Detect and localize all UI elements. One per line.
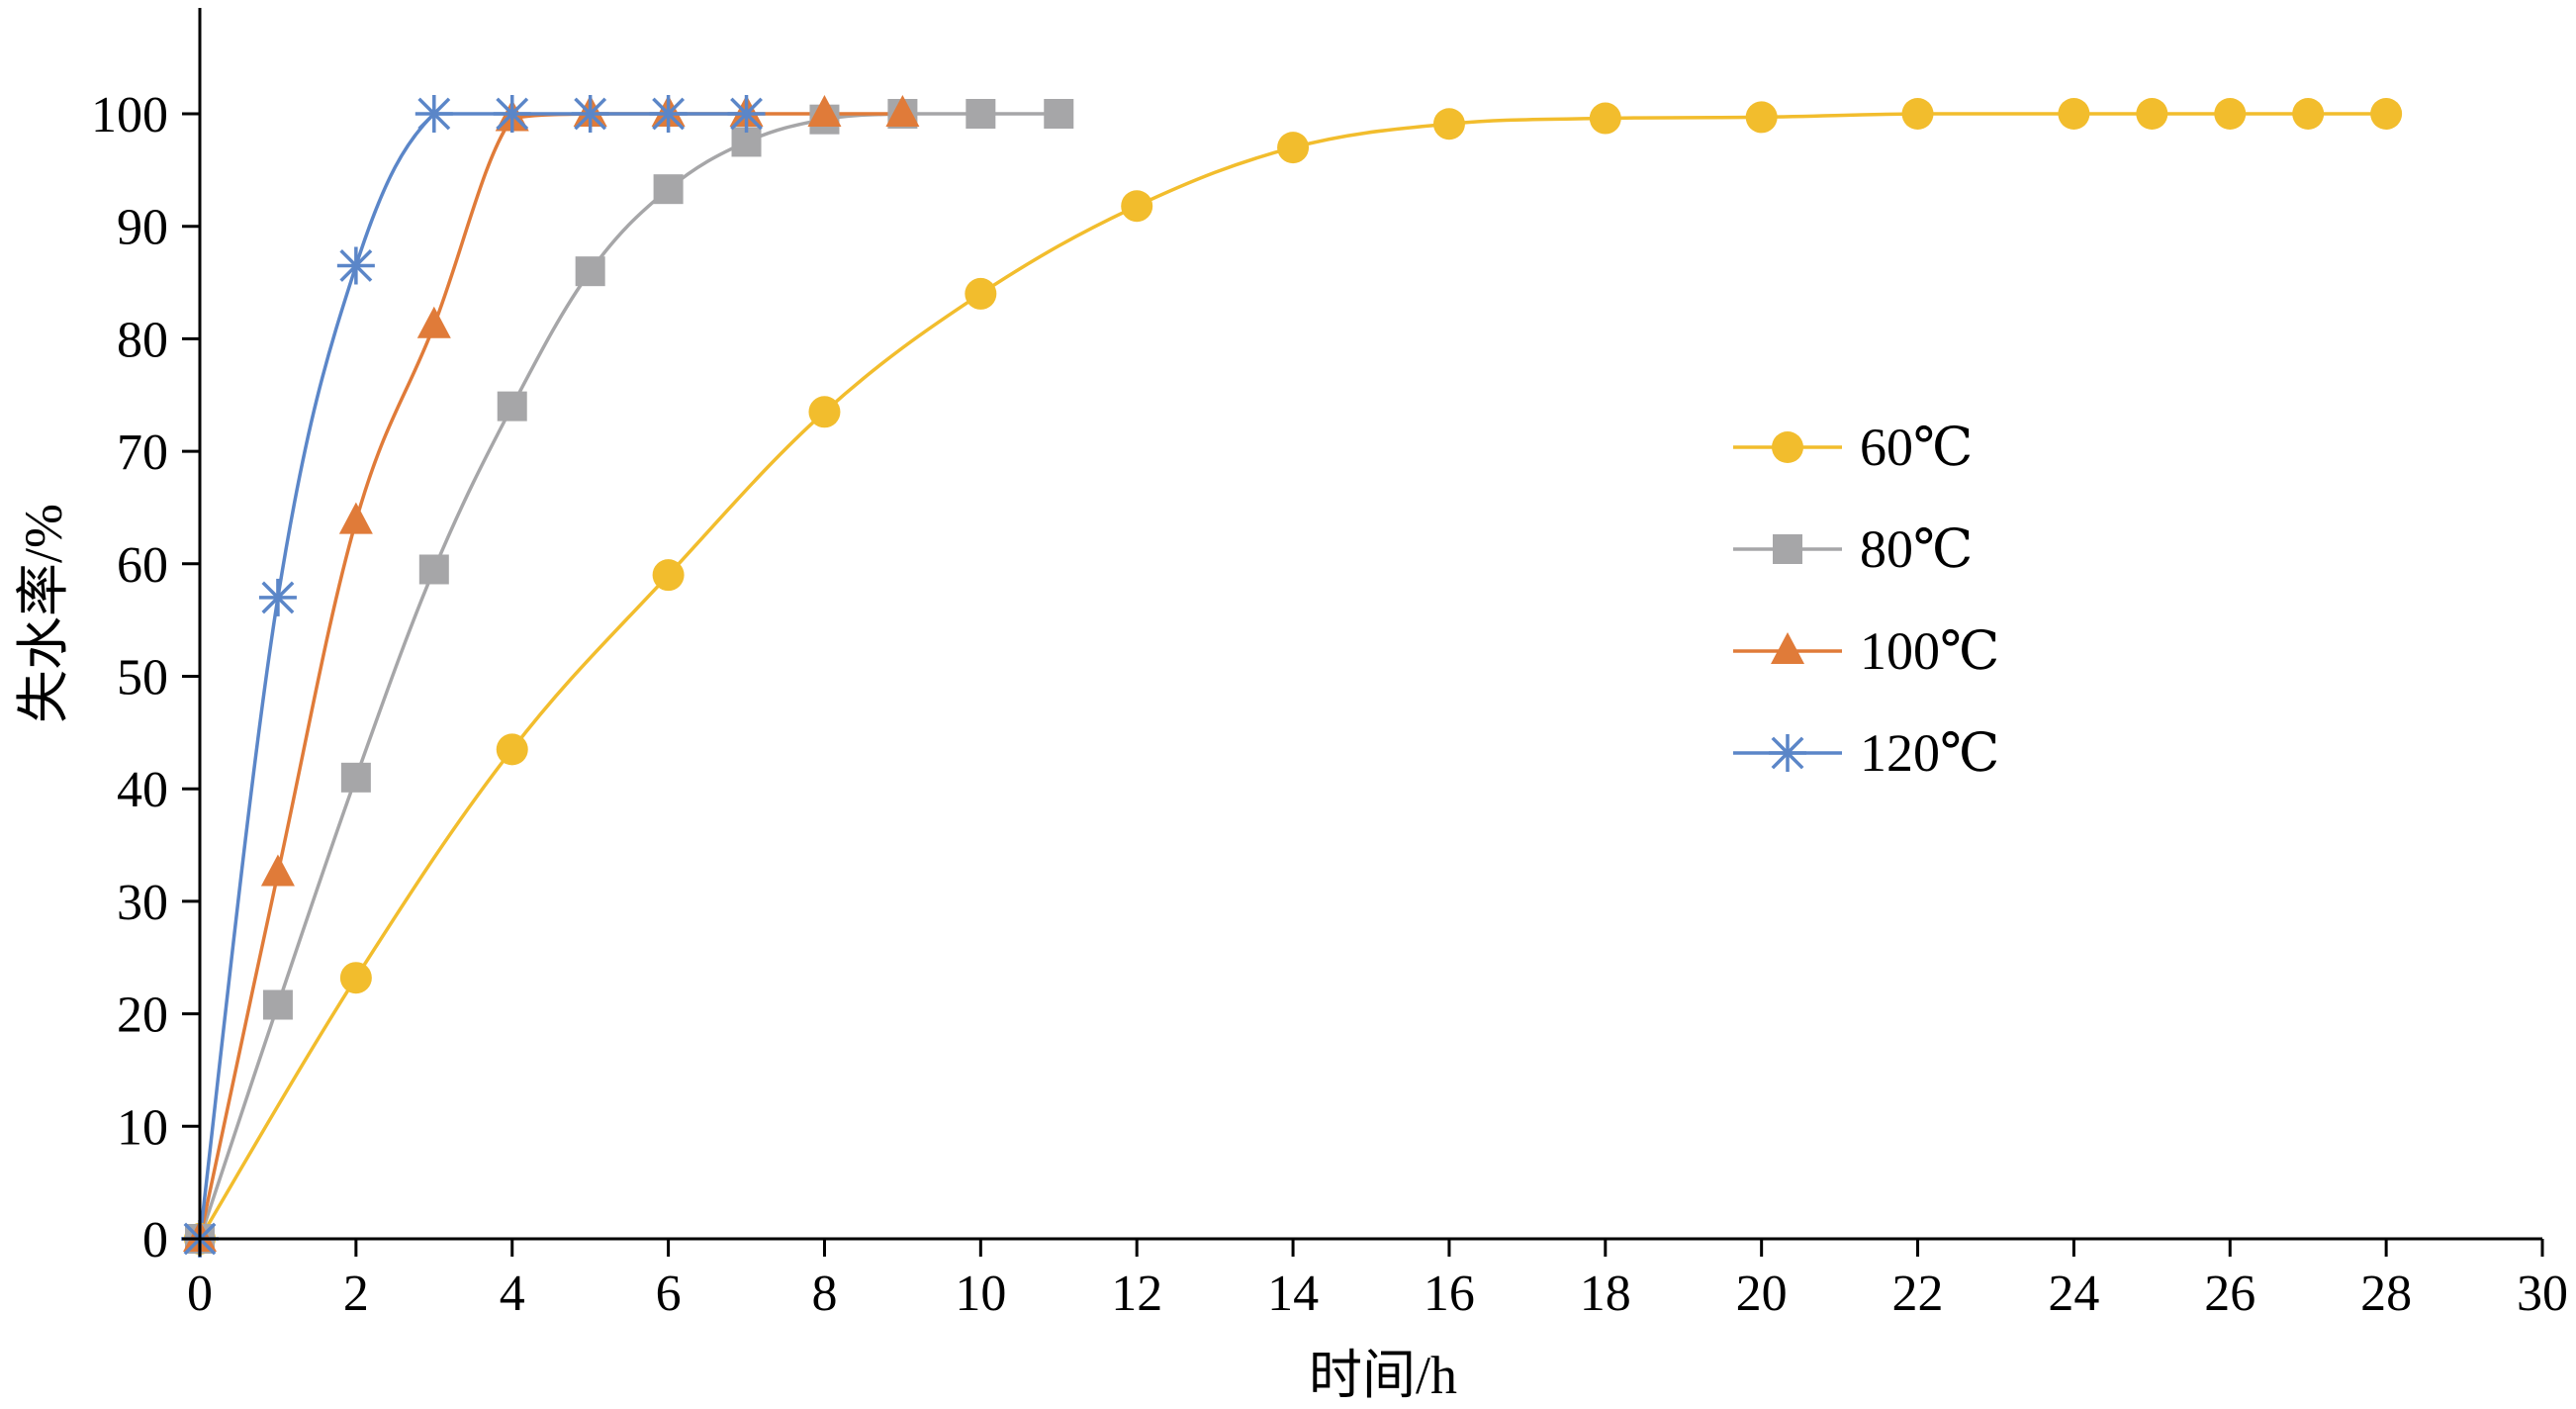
data-point-s3-4 xyxy=(493,95,531,133)
data-point-s2-9 xyxy=(885,95,920,127)
series-line-2 xyxy=(198,112,903,1240)
data-point-s1-10 xyxy=(966,99,996,129)
legend-label-2: 100℃ xyxy=(1860,621,1999,681)
data-point-s2-1 xyxy=(260,854,295,887)
x-tick-label: 18 xyxy=(1580,1266,1631,1322)
legend-marker-3 xyxy=(1769,734,1806,772)
data-point-s3-3 xyxy=(414,95,453,133)
data-point-s3-5 xyxy=(571,95,609,133)
y-tick-label: 70 xyxy=(117,424,168,481)
series-line-1 xyxy=(198,112,1059,1240)
legend-marker-1 xyxy=(1773,534,1802,564)
x-tick-label: 6 xyxy=(656,1266,682,1322)
y-tick-label: 60 xyxy=(117,537,168,594)
data-point-s0-9 xyxy=(1589,102,1621,135)
data-point-s3-1 xyxy=(258,578,297,616)
legend-label-3: 120℃ xyxy=(1860,723,1999,783)
y-axis-title: 失水率/% xyxy=(14,504,73,723)
data-point-s0-1 xyxy=(339,962,372,994)
data-point-s0-7 xyxy=(1277,132,1310,164)
data-point-s2-2 xyxy=(338,502,373,534)
data-point-s3-6 xyxy=(649,95,688,133)
series-lines xyxy=(198,112,2387,1240)
data-point-s0-8 xyxy=(1432,108,1465,141)
data-point-s3-2 xyxy=(336,246,375,285)
x-tick-label: 30 xyxy=(2517,1266,2568,1322)
data-point-s1-11 xyxy=(1044,99,1074,129)
data-point-s1-3 xyxy=(418,554,449,585)
y-tick-label: 40 xyxy=(117,762,168,818)
x-tick-label: 16 xyxy=(1424,1266,1475,1322)
x-axis-title: 时间/h xyxy=(1309,1346,1457,1405)
data-point-s0-15 xyxy=(2292,98,2325,130)
x-tick-label: 24 xyxy=(2048,1266,2099,1322)
data-point-s0-3 xyxy=(652,559,685,592)
data-point-s0-16 xyxy=(2370,98,2403,130)
y-tick-label: 20 xyxy=(117,987,168,1044)
legend-marker-2 xyxy=(1771,632,1804,664)
series-line-3 xyxy=(198,112,747,1240)
x-tick-label: 22 xyxy=(1892,1266,1944,1322)
x-tick-label: 12 xyxy=(1111,1266,1162,1322)
data-point-s1-5 xyxy=(575,256,605,287)
data-point-s0-10 xyxy=(1745,101,1778,134)
y-tick-label: 100 xyxy=(91,87,168,143)
data-point-s2-3 xyxy=(416,306,451,338)
data-point-s0-12 xyxy=(2058,98,2090,130)
data-point-s0-6 xyxy=(1121,190,1153,223)
y-tick-label: 90 xyxy=(117,200,168,256)
y-tick-label: 0 xyxy=(142,1212,168,1268)
data-point-s1-1 xyxy=(262,989,293,1020)
y-tick-label: 10 xyxy=(117,1099,168,1156)
legend-label-1: 80℃ xyxy=(1860,519,1973,579)
x-tick-label: 2 xyxy=(343,1266,369,1322)
data-point-s0-11 xyxy=(1901,98,1934,130)
series-line-0 xyxy=(198,112,2387,1240)
x-tick-label: 20 xyxy=(1736,1266,1788,1322)
data-point-s0-4 xyxy=(808,396,841,428)
y-tick-label: 80 xyxy=(117,312,168,368)
data-point-s0-14 xyxy=(2214,98,2247,130)
x-tick-label: 26 xyxy=(2204,1266,2255,1322)
data-point-s1-2 xyxy=(340,762,371,793)
series-markers xyxy=(181,95,2403,1258)
legend-label-0: 60℃ xyxy=(1860,418,1973,477)
data-point-s3-7 xyxy=(727,95,766,133)
data-point-s0-13 xyxy=(2136,98,2168,130)
x-tick-label: 14 xyxy=(1267,1266,1319,1322)
data-point-s1-4 xyxy=(497,391,527,422)
x-tick-label: 4 xyxy=(500,1266,525,1322)
y-tick-label: 30 xyxy=(117,875,168,931)
legend: 60℃ 80℃ 100℃ 120℃ xyxy=(1733,418,1999,783)
x-tick-label: 0 xyxy=(187,1266,213,1322)
x-tick-label: 10 xyxy=(955,1266,1006,1322)
x-tick-label: 8 xyxy=(811,1266,837,1322)
data-point-s2-8 xyxy=(807,95,842,127)
legend-marker-0 xyxy=(1772,431,1803,463)
x-tick-label: 28 xyxy=(2360,1266,2412,1322)
data-point-s1-6 xyxy=(653,174,684,205)
data-point-s0-2 xyxy=(496,733,528,766)
y-tick-label: 50 xyxy=(117,650,168,706)
data-point-s0-5 xyxy=(965,277,997,310)
